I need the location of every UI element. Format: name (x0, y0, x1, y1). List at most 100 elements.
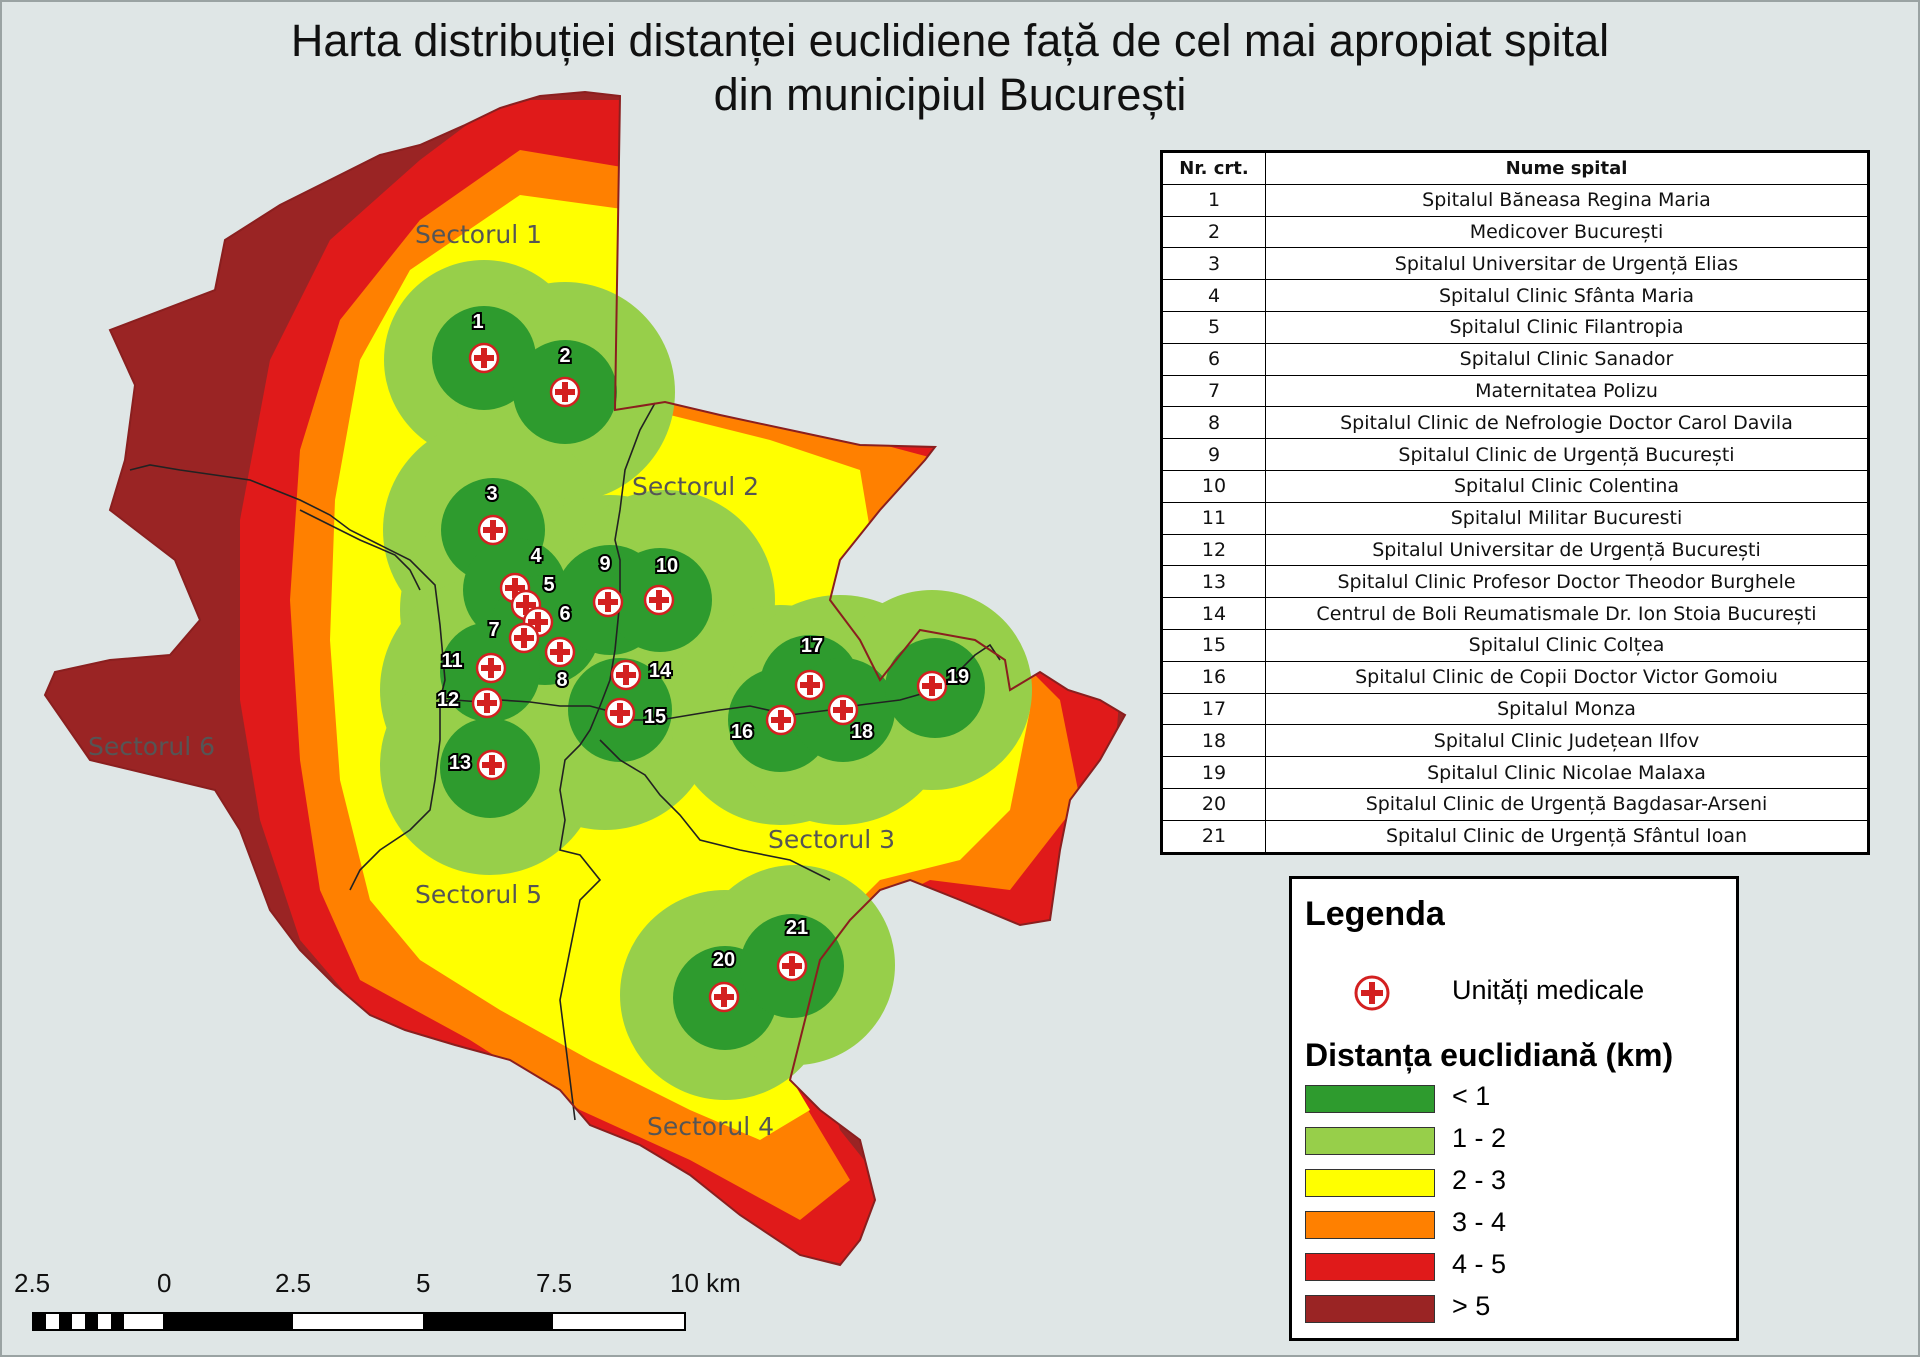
sector-6-label: Sectorul 6 (88, 732, 215, 761)
map-title: Harta distribuției distanței euclidiene … (90, 14, 1810, 122)
hospital-number-label: 20 (713, 949, 735, 971)
sector-2-label: Sectorul 2 (632, 472, 759, 501)
legend-title: Legenda (1305, 895, 1445, 933)
legend-swatch (1305, 1169, 1435, 1197)
table-row: 20 Spitalul Clinic de Urgență Bagdasar-Ar… (1161, 787, 1869, 821)
hospital-marker[interactable]: 20 (708, 947, 740, 1013)
sector-labels: Sectorul 1 Sectorul 2 Sectorul 3 Sectoru… (88, 220, 895, 1141)
title-line-2: din municipiul București (713, 69, 1187, 120)
hospital-name: Spitalul Clinic de Nefrologie Doctor Car… (1265, 406, 1869, 440)
row-number: 3 (1161, 247, 1266, 281)
hospital-number-label: 2 (559, 345, 570, 367)
hospital-marker[interactable]: 3 (477, 481, 509, 546)
column-header-name: Nume spital (1265, 151, 1869, 185)
sector-1-label: Sectorul 1 (415, 220, 542, 249)
hospital-marker[interactable]: 15 (604, 697, 668, 730)
legend-swatch (1305, 1253, 1435, 1281)
hospital-table: Nr. crt. Nume spital 1 Spitalul Băneasa R… (1160, 150, 1870, 855)
legend-class-label: < 1 (1452, 1081, 1491, 1111)
hospital-name: Spitalul Băneasa Regina Maria (1265, 183, 1869, 217)
table-row: 10 Spitalul Clinic Colentina (1161, 469, 1869, 503)
hospital-name: Spitalul Clinic de Urgență București (1265, 438, 1869, 471)
legend-class-label: 4 - 5 (1452, 1249, 1507, 1279)
hospital-name: Spitalul Clinic Colentina (1265, 469, 1869, 503)
row-number: 1 (1161, 183, 1266, 217)
scale-label-7-5: 7.5 (536, 1268, 573, 1298)
table-row: 4 Spitalul Clinic Sfânta Maria (1161, 279, 1869, 312)
hospital-number-label: 21 (786, 917, 808, 939)
hospital-number-label: 17 (801, 635, 823, 657)
hospital-name: Spitalul Clinic Profesor Doctor Theodor … (1265, 565, 1869, 599)
hospital-marker[interactable]: 17 (794, 633, 826, 701)
hospital-number-label: 12 (437, 689, 459, 711)
hospital-marker[interactable]: 11 (439, 648, 507, 684)
scale-label-10km: 10 km (670, 1268, 741, 1298)
sector-5-label: Sectorul 5 (415, 880, 542, 909)
scale-label-zero: 0 (157, 1268, 172, 1298)
hospital-marker[interactable]: 10 (643, 553, 680, 616)
hospital-marker[interactable]: 7 (486, 617, 540, 654)
hospital-marker[interactable]: 21 (776, 915, 810, 982)
hospital-marker[interactable]: 19 (916, 664, 971, 702)
hospital-name: Medicover București (1265, 215, 1869, 249)
title-line-1: Harta distribuției distanței euclidiene … (290, 15, 1610, 66)
hospital-marker[interactable]: 5 (510, 572, 557, 621)
hospital-marker[interactable]: 14 (610, 658, 674, 691)
legend-class-label: 2 - 3 (1452, 1165, 1507, 1195)
hospital-number-label: 3 (486, 483, 497, 505)
row-number: 21 (1161, 819, 1266, 854)
row-number: 18 (1161, 724, 1266, 758)
hospital-marker[interactable]: 9 (592, 551, 624, 618)
hospital-marker[interactable]: 2 (549, 343, 581, 408)
row-number: 8 (1161, 406, 1266, 440)
row-number: 15 (1161, 628, 1266, 662)
legend-swatch (1305, 1211, 1435, 1239)
table-body: 1 Spitalul Băneasa Regina Maria 2 Medicover… (1161, 183, 1869, 854)
table-row: 13 Spitalul Clinic Profesor Doctor Theodo… (1161, 565, 1869, 599)
table-row: 2 Medicover București (1161, 215, 1869, 249)
hospital-marker[interactable]: 4 (499, 543, 544, 604)
hospital-name: Spitalul Clinic Sfânta Maria (1265, 279, 1869, 312)
row-number: 5 (1161, 310, 1266, 344)
city-boundary (43, 90, 1127, 1267)
hospital-number-label: 19 (947, 666, 969, 688)
legend-class-label: 3 - 4 (1452, 1207, 1507, 1237)
table-row: 21 Spitalul Clinic de Urgență Sfântul Ioa… (1161, 819, 1869, 854)
legend-class-label: > 5 (1452, 1291, 1491, 1321)
row-number: 20 (1161, 787, 1266, 821)
hospital-number-label: 4 (530, 545, 542, 567)
hospital-marker[interactable]: 18 (827, 694, 875, 745)
table-row: 18 Spitalul Clinic Județean Ilfov (1161, 724, 1869, 758)
hospital-number-label: 8 (556, 669, 567, 691)
hospital-number-label: 9 (599, 553, 610, 575)
table-header-row: Nr. crt. Nume spital (1161, 151, 1869, 185)
hospital-name: Spitalul Clinic de Urgență Sfântul Ioan (1265, 819, 1869, 854)
sector-3-label: Sectorul 3 (768, 825, 895, 854)
hospital-marker[interactable]: 12 (435, 687, 503, 719)
medical-cross-icon (1354, 975, 1390, 1011)
hospital-name: Maternitatea Polizu (1265, 374, 1869, 408)
hospital-number-label: 6 (559, 603, 570, 625)
scale-label-2-5: 2.5 (275, 1268, 312, 1298)
hospital-name: Spitalul Clinic Județean Ilfov (1265, 724, 1869, 758)
legend-swatch (1305, 1085, 1435, 1113)
hospital-marker[interactable]: 1 (468, 309, 500, 374)
hospital-name: Spitalul Militar Bucuresti (1265, 501, 1869, 535)
row-number: 11 (1161, 501, 1266, 535)
hospital-name: Spitalul Monza (1265, 692, 1869, 726)
hospital-number-label: 1 (472, 311, 483, 333)
hospital-marker[interactable]: 16 (729, 704, 797, 745)
hospital-name: Spitalul Universitar de Urgență Bucureșt… (1265, 533, 1869, 567)
table-row: 11 Spitalul Militar Bucuresti (1161, 501, 1869, 535)
row-number: 12 (1161, 533, 1266, 567)
legend-subtitle: Distanța euclidiană (km) (1305, 1037, 1674, 1073)
table-row: 7 Maternitatea Polizu (1161, 374, 1869, 408)
legend-swatch (1305, 1127, 1435, 1155)
row-number: 10 (1161, 469, 1266, 503)
hospital-marker[interactable]: 13 (447, 749, 508, 781)
row-number: 17 (1161, 692, 1266, 726)
hospital-number-label: 16 (731, 721, 753, 743)
hospital-marker[interactable]: 8 (544, 636, 576, 693)
